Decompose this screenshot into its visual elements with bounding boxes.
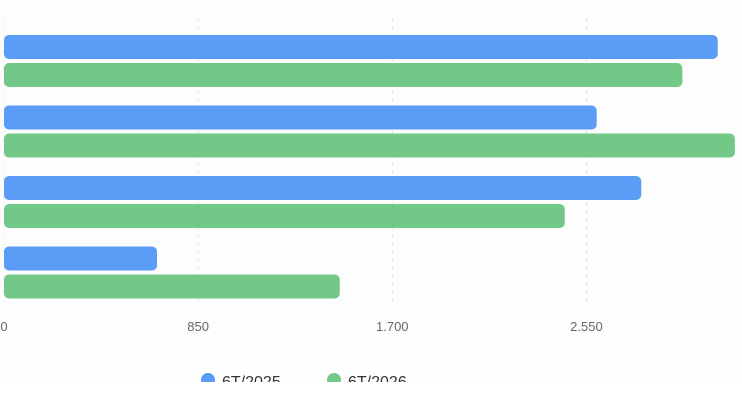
bar-6t-2026-4[interactable]	[4, 274, 340, 299]
bar-6t-2025-2[interactable]	[4, 105, 597, 130]
bar-6t-2026-2[interactable]	[4, 133, 735, 158]
bar-chart: 0 850 1.700 2.550 6T/2025 6T/2026	[0, 18, 735, 382]
x-axis: 0 850 1.700 2.550	[0, 319, 602, 334]
legend-label[interactable]: 6T/2025	[222, 374, 281, 382]
x-tick-label: 2.550	[570, 319, 603, 334]
legend-label[interactable]: 6T/2026	[348, 374, 407, 382]
legend: 6T/2025 6T/2026	[201, 373, 407, 382]
chart-area: 0 850 1.700 2.550 6T/2025 6T/2026	[0, 18, 735, 382]
bar-6t-2026-1[interactable]	[4, 63, 683, 87]
x-tick-label: 0	[0, 319, 7, 334]
bar-6t-2025-1[interactable]	[4, 35, 718, 59]
bar-6t-2025-4[interactable]	[4, 246, 158, 271]
x-tick-label: 850	[187, 319, 209, 334]
footer-strip	[0, 382, 742, 417]
bar-6t-2026-3[interactable]	[4, 204, 565, 228]
legend-marker	[327, 373, 341, 382]
legend-marker	[201, 373, 215, 382]
bars	[4, 35, 735, 299]
bar-6t-2025-3[interactable]	[4, 176, 642, 200]
x-tick-label: 1.700	[376, 319, 409, 334]
